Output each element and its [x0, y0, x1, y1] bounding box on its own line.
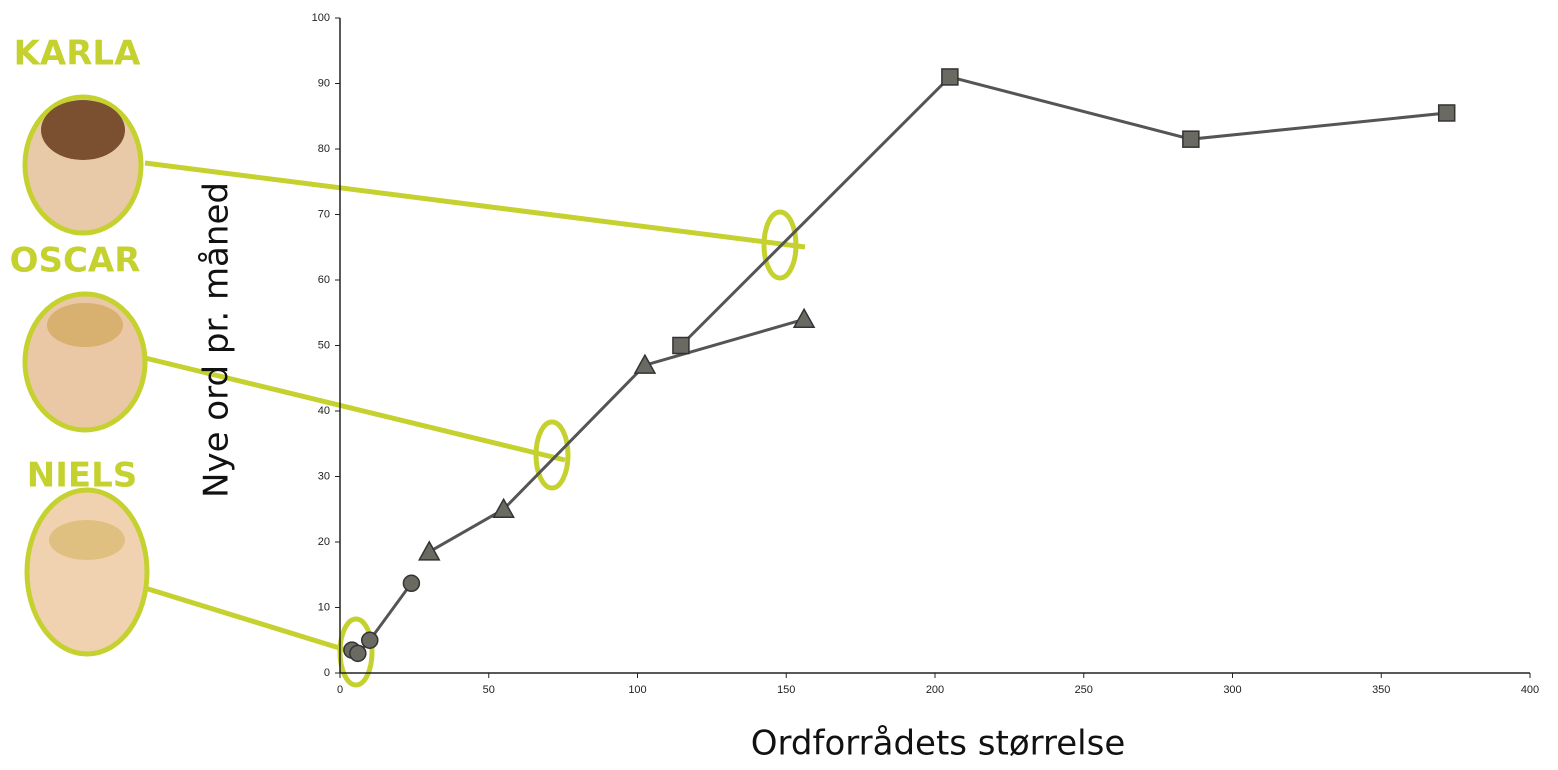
x-tick-label: 350 — [1372, 684, 1390, 696]
x-tick-label: 300 — [1223, 684, 1241, 696]
marker — [417, 540, 441, 561]
hair — [47, 303, 123, 347]
marker — [1437, 104, 1456, 122]
highlight-ellipse — [533, 419, 571, 491]
y-tick-label: 0 — [324, 667, 330, 679]
x-tick-label: 50 — [483, 684, 495, 696]
series-line — [428, 317, 805, 554]
connector — [144, 160, 806, 250]
x-tick-label: 0 — [337, 684, 343, 696]
x-tick-label: 250 — [1075, 684, 1093, 696]
annotations — [144, 160, 806, 688]
marker — [633, 353, 657, 374]
y-axis-title: Nye ord pr. måned — [197, 182, 237, 498]
photos — [22, 94, 150, 657]
y-tick-label: 80 — [318, 143, 330, 155]
x-tick-label: 200 — [926, 684, 944, 696]
highlight-ellipse — [761, 209, 799, 281]
y-tick-label: 70 — [318, 208, 330, 220]
photo-frame — [24, 487, 150, 657]
series-line — [679, 75, 1447, 347]
x-tick-label: 100 — [628, 684, 646, 696]
connector — [144, 355, 566, 463]
hair — [49, 520, 125, 560]
child-name: NIELS — [27, 456, 137, 496]
x-tick-label: 400 — [1521, 684, 1539, 696]
y-tick-label: 30 — [318, 470, 330, 482]
child-name: OSCAR — [10, 241, 141, 281]
marker — [672, 336, 690, 355]
marker — [1182, 130, 1200, 148]
y-tick-label: 90 — [318, 77, 330, 89]
y-tick-label: 10 — [318, 601, 330, 613]
y-tick-label: 100 — [312, 12, 330, 24]
marker — [402, 574, 421, 593]
marker — [792, 307, 816, 329]
marker — [361, 631, 379, 649]
x-axis-title: Ordforrådets størrelse — [751, 724, 1126, 764]
marker — [941, 68, 959, 86]
y-tick-label: 60 — [318, 274, 330, 286]
y-tick-label: 20 — [318, 536, 330, 548]
y-tick-label: 50 — [318, 339, 330, 351]
hair — [41, 100, 125, 160]
child-name: KARLA — [14, 34, 142, 74]
x-tick-label: 150 — [777, 684, 795, 696]
connector — [144, 585, 363, 658]
marker — [349, 644, 367, 663]
y-tick-label: 40 — [318, 405, 330, 417]
marker — [492, 497, 515, 518]
